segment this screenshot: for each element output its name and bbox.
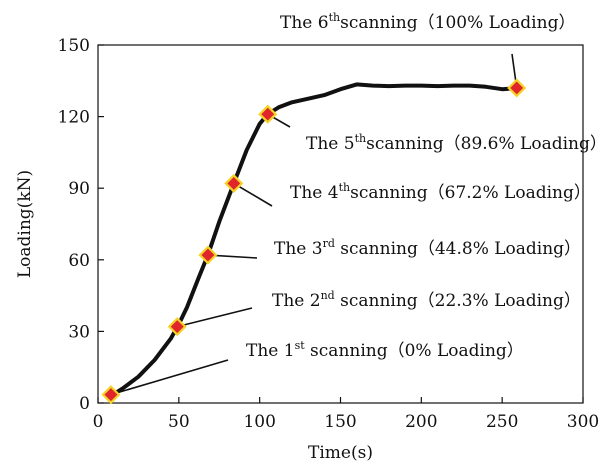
x-tick-label: 250 — [486, 412, 518, 432]
x-tick-label: 100 — [243, 412, 275, 432]
annotations: The 1st scanning（0% Loading） The 2nd scan… — [246, 11, 607, 361]
x-axis-label: Time(s) — [308, 443, 373, 463]
annotation-superscript: st — [295, 339, 306, 352]
annotation-text: The 6 — [280, 13, 329, 33]
annotation-text: scanning（0% Loading） — [305, 341, 524, 361]
x-tick-label: 300 — [567, 412, 599, 432]
annotation-superscript: rd — [323, 237, 335, 250]
scan-annotation: The 3rd scanning（44.8% Loading） — [274, 237, 581, 259]
scan-annotation: The 1st scanning（0% Loading） — [246, 339, 524, 361]
scan-marker — [198, 245, 218, 265]
x-tick-label: 200 — [405, 412, 437, 432]
annotation-superscript: th — [339, 181, 351, 194]
annotation-text: The 3 — [274, 239, 323, 259]
scan-marker — [101, 385, 121, 405]
scan-annotation: The 6thscanning（100% Loading） — [280, 11, 575, 33]
annotation-text: The 2 — [272, 291, 321, 311]
y-tick-label: 90 — [68, 179, 90, 199]
x-tick-label: 50 — [168, 412, 190, 432]
y-tick-label: 150 — [58, 36, 90, 56]
scan-annotation: The 4thscanning（67.2% Loading） — [290, 181, 591, 203]
x-tick-label: 0 — [93, 412, 104, 432]
scan-annotation: The 5thscanning（89.6% Loading） — [306, 132, 607, 154]
leader-line — [233, 182, 273, 207]
y-tick-label: 30 — [68, 322, 90, 342]
annotation-superscript: nd — [321, 289, 335, 302]
scan-marker — [258, 104, 278, 124]
markers — [101, 78, 527, 405]
leader-line — [110, 359, 229, 396]
scan-marker — [224, 173, 244, 193]
y-tick-label: 60 — [68, 251, 90, 271]
annotation-text: scanning（44.8% Loading） — [335, 239, 581, 259]
annotation-text: scanning（67.2% Loading） — [350, 183, 591, 203]
annotation-text: The 5 — [306, 134, 355, 154]
x-tick-label: 150 — [324, 412, 356, 432]
axes: 0 50 100 150 200 250 300 0 30 60 90 120 150 — [58, 36, 600, 432]
y-tick-label: 120 — [58, 108, 90, 128]
annotation-superscript: th — [329, 11, 341, 24]
annotation-superscript: th — [355, 132, 367, 145]
annotation-text: The 4 — [290, 183, 339, 203]
scan-annotation: The 2nd scanning（22.3% Loading） — [272, 289, 581, 311]
leader-line — [177, 307, 253, 328]
annotation-text: scanning（89.6% Loading） — [366, 134, 607, 154]
scan-marker — [167, 317, 187, 337]
y-axis-label: Loading(kN) — [15, 170, 35, 278]
scan-marker — [507, 78, 527, 98]
annotation-text: scanning（100% Loading） — [340, 13, 575, 33]
annotation-text: scanning（22.3% Loading） — [335, 291, 581, 311]
y-tick-label: 0 — [79, 394, 90, 414]
annotation-text: The 1 — [246, 341, 295, 361]
